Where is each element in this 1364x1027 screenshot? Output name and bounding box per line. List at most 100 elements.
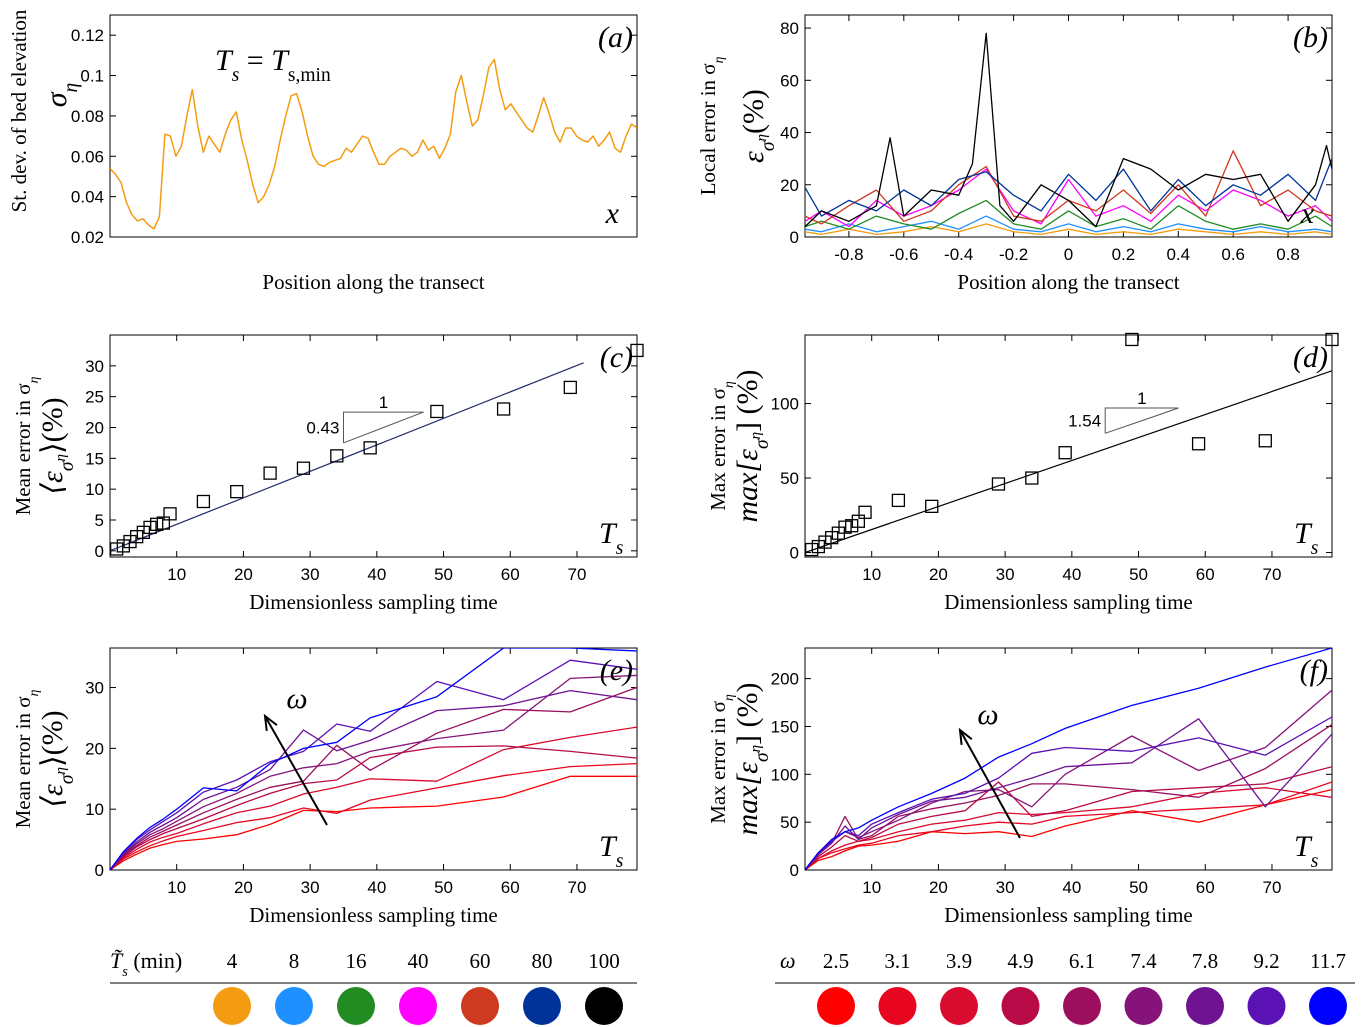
inner-axis-label-part: T [599,517,618,550]
data-marker [143,520,157,535]
y-tick-label: 50 [780,469,799,488]
data-marker [811,539,825,554]
annotation-ts-min-part: s [232,65,240,86]
legend-omega-value: 9.2 [1253,949,1279,973]
series-line-5 [110,674,637,870]
y-axis-symbol-part: σ [57,460,78,471]
x-tick-label: -0.2 [999,245,1028,264]
inner-axis-label-part: s [616,538,624,559]
x-axis-label: Dimensionless sampling time [944,903,1192,927]
y-axis-symbol-part: η [53,767,69,774]
data-marker [838,520,852,534]
panel-label: (c) [600,341,633,374]
y-axis-symbol-part: ⟨ε [36,784,69,808]
x-axis-label: Dimensionless sampling time [249,590,497,614]
series-line-7 [805,716,1332,870]
plot-area [805,370,1332,554]
x-tick-label: 40 [367,565,386,584]
data-marker [1325,332,1339,347]
y-axis-symbol-part: (%) [737,89,770,134]
legend-sampling-time-title-part: T̃ [110,948,124,973]
legend-sampling-time-value: 4 [227,949,238,973]
axes-frame [804,334,1333,558]
x-tick-label: 40 [1062,878,1081,897]
data-marker [163,507,177,521]
omega-label: ω [977,698,998,731]
series-line-5 [805,158,1332,217]
data-marker [136,525,151,539]
omega-arrowhead [263,713,278,732]
series-line-4 [805,724,1332,870]
legend-sampling-time-swatch [585,987,623,1025]
x-tick-label: 50 [434,878,453,897]
fit-line [110,362,584,552]
plot-area [110,362,584,552]
data-marker [1025,471,1039,485]
plot-area [110,58,637,230]
legend-sampling-time-swatch [523,987,561,1025]
y-tick-label: 0 [790,228,799,247]
slope-rise-label: 1.54 [1068,412,1101,431]
legend-omega-swatch [1124,987,1163,1025]
y-tick-label: 0 [790,544,799,563]
data-marker [263,466,277,480]
inner-axis-label: Ts [599,830,623,872]
series-line-7 [110,659,637,870]
legend-omega-swatch [878,987,917,1025]
plot-area [805,32,1332,236]
data-marker [630,343,644,358]
y-axis-title-part: Max error in σ [706,388,730,511]
series-line-3 [110,745,637,870]
data-marker [296,461,311,475]
x-tick-label: 70 [568,565,587,584]
legend-omega-swatch [1309,987,1347,1025]
legend-omega-swatch [817,987,855,1025]
legend-omega-value: 3.1 [884,949,910,973]
x-tick-label: 0.2 [1112,245,1136,264]
x-tick-label: 50 [1129,878,1148,897]
y-axis-symbol-part: σ [57,773,78,784]
y-axis-title-part: η [711,56,726,63]
data-marker [150,517,164,531]
series-line-8 [110,648,637,870]
legend-omega: ω 2.5 3.1 3.9 4.9 6.1 7.4 7.8 9.2 11.7 [780,948,1347,1025]
y-tick-label: 0.06 [71,147,104,166]
legend-omega-swatch [1186,987,1224,1025]
legend-omega-value: 6.1 [1069,949,1095,973]
legend-sampling-time-value: 80 [532,949,553,973]
x-tick-label: 10 [862,878,881,897]
legend-omega-value: 4.9 [1007,949,1033,973]
slope-hyp [1105,407,1179,434]
y-tick-label: 50 [780,813,799,832]
annotation-ts-min: Ts = Ts,min [215,44,331,86]
inner-axis-label: Ts [1294,830,1318,872]
y-axis-title: Max error in ση [706,694,736,824]
plot-area [805,648,1332,870]
y-axis-title-part: η [721,381,736,388]
legend-sampling-time: T̃s (min) 4 8 16 40 60 80 100 [110,948,623,1025]
x-tick-label: 10 [167,565,186,584]
x-tick-label: 30 [301,878,320,897]
x-tick-label: 0.4 [1166,245,1190,264]
y-axis-symbol-part: ] (%) [731,682,764,744]
y-tick-label: 25 [85,388,104,407]
y-axis-title: Max error in ση [706,381,736,511]
y-axis-symbol-part: ] (%) [731,369,764,431]
legend-sampling-time-title-part: (min) [128,948,182,973]
inner-axis-label-part: T [599,830,618,863]
data-marker [991,477,1006,491]
x-tick-label: 0.6 [1221,245,1245,264]
y-axis-title: Mean error in ση [11,689,41,828]
slope-run-label: 1 [379,393,388,412]
y-axis-title: Local error in ση [696,56,726,195]
x-tick-label: -0.6 [889,245,918,264]
y-axis-symbol-part: ⟨ε [36,471,69,495]
series-line-1 [110,762,637,870]
series-line-1 [805,781,1332,870]
slope-run-label: 1 [1137,389,1146,408]
x-tick-label: 50 [434,565,453,584]
inner-axis-label-part: s [616,851,624,872]
x-tick-label: 60 [1196,565,1215,584]
legend-omega-swatch [1063,987,1101,1025]
